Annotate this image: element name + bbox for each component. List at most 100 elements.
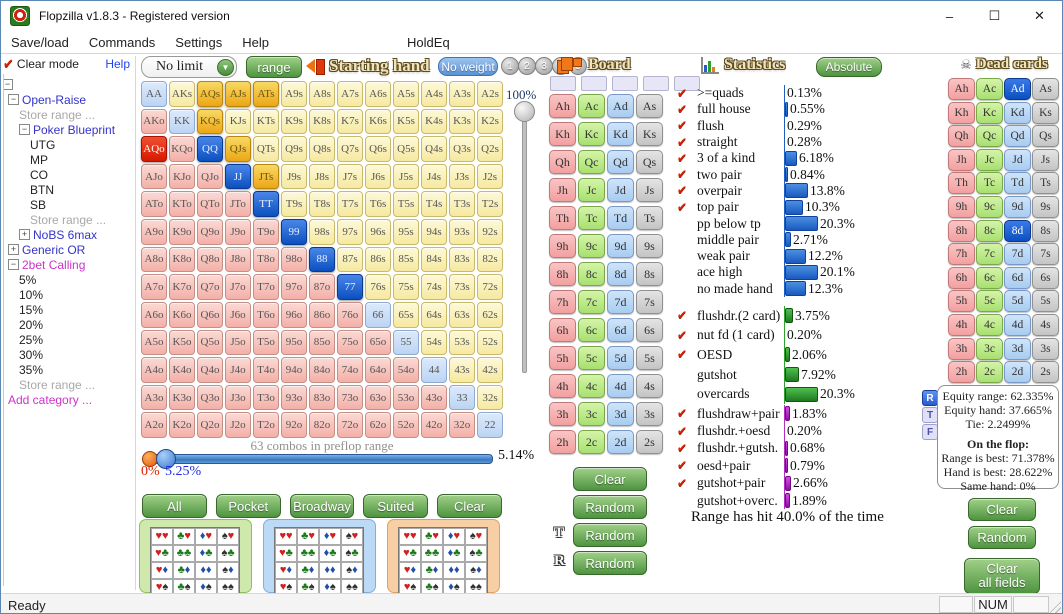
hand-AQs[interactable]: AQs bbox=[197, 81, 223, 107]
suit-combo-sd[interactable]: ♠ ♦ bbox=[217, 562, 239, 579]
suit-combo-ch[interactable]: ♣ ♥ bbox=[297, 528, 319, 545]
hand-43s[interactable]: 43s bbox=[449, 357, 475, 383]
hand-TT[interactable]: TT bbox=[253, 191, 279, 218]
hand-87s[interactable]: 87s bbox=[337, 246, 363, 273]
range-slider-track[interactable] bbox=[147, 454, 493, 464]
check-icon[interactable]: ✔ bbox=[677, 406, 688, 421]
hand-K2o[interactable]: K2o bbox=[169, 412, 195, 438]
hand-KK[interactable]: KK bbox=[169, 108, 195, 135]
hand-QQ[interactable]: QQ bbox=[197, 136, 223, 162]
dead-card-9s[interactable]: 9s bbox=[1032, 195, 1059, 218]
hand-32o[interactable]: 32o bbox=[449, 412, 475, 438]
dead-card-4h[interactable]: 4h bbox=[948, 313, 975, 336]
hand-A5s[interactable]: A5s bbox=[393, 81, 419, 107]
hand-K8o[interactable]: K8o bbox=[169, 246, 195, 273]
hand-Q4s[interactable]: Q4s bbox=[421, 136, 447, 162]
expander-minus-icon[interactable]: − bbox=[19, 124, 30, 135]
board-card-5c[interactable]: 5c bbox=[578, 346, 605, 370]
dead-card-Kd[interactable]: Kd bbox=[1004, 101, 1031, 124]
board-card-Qh[interactable]: Qh bbox=[549, 150, 576, 174]
hand-K4s[interactable]: K4s bbox=[421, 108, 447, 135]
hand-52o[interactable]: 52o bbox=[393, 412, 419, 438]
equity-flop-button[interactable]: F bbox=[922, 424, 938, 440]
dead-card-3c[interactable]: 3c bbox=[976, 337, 1003, 360]
weight-slider-track[interactable] bbox=[522, 116, 527, 373]
dead-card-5d[interactable]: 5d bbox=[1004, 290, 1031, 313]
hand-55[interactable]: 55 bbox=[393, 329, 419, 356]
tree-item-20[interactable]: 20% bbox=[4, 317, 134, 332]
suit-combo-sh[interactable]: ♠ ♥ bbox=[341, 528, 363, 545]
hand-42s[interactable]: 42s bbox=[477, 357, 503, 383]
board-card-3d[interactable]: 3d bbox=[607, 402, 634, 426]
suit-combo-hd[interactable]: ♥ ♦ bbox=[151, 562, 173, 579]
board-card-As[interactable]: As bbox=[636, 94, 663, 118]
dead-card-4s[interactable]: 4s bbox=[1032, 313, 1059, 336]
hand-T2s[interactable]: T2s bbox=[477, 191, 503, 218]
made-hand-label[interactable]: top pair bbox=[697, 199, 739, 215]
dead-card-5s[interactable]: 5s bbox=[1032, 290, 1059, 313]
range-slider-thumb-blue[interactable] bbox=[156, 449, 176, 469]
hand-QTo[interactable]: QTo bbox=[197, 191, 223, 218]
dead-card-As[interactable]: As bbox=[1032, 78, 1059, 100]
dead-card-Td[interactable]: Td bbox=[1004, 172, 1031, 195]
suit-combo-cc[interactable]: ♣ ♣ bbox=[421, 545, 443, 562]
hand-83o[interactable]: 83o bbox=[309, 384, 335, 411]
tree-item-mp[interactable]: MP bbox=[4, 152, 134, 167]
dead-card-4d[interactable]: 4d bbox=[1004, 313, 1031, 336]
board-card-Th[interactable]: Th bbox=[549, 206, 576, 230]
hand-A4o[interactable]: A4o bbox=[141, 357, 167, 383]
dead-card-Js[interactable]: Js bbox=[1032, 148, 1059, 171]
hand-K3o[interactable]: K3o bbox=[169, 384, 195, 411]
suit-combo-ds[interactable]: ♦ ♠ bbox=[319, 579, 341, 593]
absolute-toggle-button[interactable]: Absolute bbox=[816, 57, 882, 77]
hand-Q6s[interactable]: Q6s bbox=[365, 136, 391, 162]
suit-combo-dh[interactable]: ♦ ♥ bbox=[443, 528, 465, 545]
hand-J7s[interactable]: J7s bbox=[337, 163, 363, 190]
range-preset-all-button[interactable]: All bbox=[142, 494, 207, 518]
hand-K7s[interactable]: K7s bbox=[337, 108, 363, 135]
hand-63o[interactable]: 63o bbox=[365, 384, 391, 411]
hand-J8s[interactable]: J8s bbox=[309, 163, 335, 190]
combo-draw-label[interactable]: flushdr.+gutsh. bbox=[697, 440, 779, 456]
hand-74o[interactable]: 74o bbox=[337, 357, 363, 383]
hand-J7o[interactable]: J7o bbox=[225, 274, 251, 300]
river-random-button[interactable]: Random bbox=[573, 551, 647, 575]
dead-card-8c[interactable]: 8c bbox=[976, 219, 1003, 242]
close-button[interactable]: ✕ bbox=[1034, 8, 1045, 23]
minimize-button[interactable]: – bbox=[945, 8, 954, 24]
board-card-6d[interactable]: 6d bbox=[607, 318, 634, 342]
board-clear-button[interactable]: Clear bbox=[573, 467, 647, 491]
made-hand-label[interactable]: no made hand bbox=[697, 280, 773, 296]
hand-83s[interactable]: 83s bbox=[449, 246, 475, 273]
hand-K9s[interactable]: K9s bbox=[281, 108, 307, 135]
suit-combo-sd[interactable]: ♠ ♦ bbox=[465, 562, 487, 579]
hand-94o[interactable]: 94o bbox=[281, 357, 307, 383]
hand-T4o[interactable]: T4o bbox=[253, 357, 279, 383]
range-preset-clear-button[interactable]: Clear bbox=[437, 494, 502, 518]
made-hand-label[interactable]: flush bbox=[697, 117, 724, 133]
made-hand-label[interactable]: pp below tp bbox=[697, 215, 761, 231]
board-card-4h[interactable]: 4h bbox=[549, 374, 576, 398]
check-icon[interactable]: ✔ bbox=[677, 423, 688, 438]
board-card-Kc[interactable]: Kc bbox=[578, 122, 605, 146]
suit-combo-ss[interactable]: ♠ ♠ bbox=[465, 579, 487, 593]
clear-mode-label[interactable]: Clear mode bbox=[16, 57, 79, 71]
made-hand-label[interactable]: middle pair bbox=[697, 231, 759, 247]
board-card-7c[interactable]: 7c bbox=[578, 290, 605, 314]
hand-T9s[interactable]: T9s bbox=[281, 191, 307, 218]
hand-44[interactable]: 44 bbox=[421, 357, 447, 383]
root-expander-icon[interactable]: − bbox=[4, 79, 13, 90]
dead-card-8s[interactable]: 8s bbox=[1032, 219, 1059, 242]
dead-card-Ad[interactable]: Ad bbox=[1004, 78, 1031, 100]
tree-item-nobs-6max[interactable]: + NoBS 6max bbox=[4, 227, 134, 242]
dead-card-8d[interactable]: 8d bbox=[1004, 219, 1031, 242]
turn-random-button[interactable]: Random bbox=[573, 523, 647, 547]
hand-A7o[interactable]: A7o bbox=[141, 274, 167, 300]
suit-combo-sh[interactable]: ♠ ♥ bbox=[217, 528, 239, 545]
board-card-Ac[interactable]: Ac bbox=[578, 94, 605, 118]
board-card-Ah[interactable]: Ah bbox=[549, 94, 576, 118]
hand-62o[interactable]: 62o bbox=[365, 412, 391, 438]
hand-T3o[interactable]: T3o bbox=[253, 384, 279, 411]
hand-A8s[interactable]: A8s bbox=[309, 81, 335, 107]
hand-A2s[interactable]: A2s bbox=[477, 81, 503, 107]
